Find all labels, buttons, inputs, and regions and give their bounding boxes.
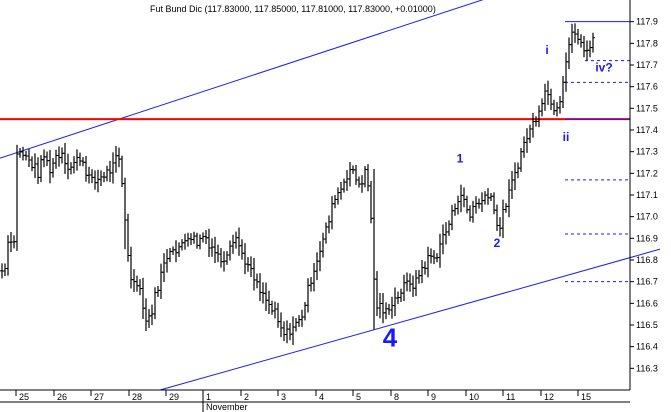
wave-label: iii bbox=[563, 0, 573, 3]
wave-label: 1 bbox=[457, 152, 464, 166]
wave-label: ii bbox=[563, 130, 570, 144]
x-tick-label: 5 bbox=[356, 392, 361, 402]
y-tick-label: 116.3 bbox=[636, 363, 658, 373]
x-tick-label: 10 bbox=[469, 392, 479, 402]
y-tick-label: 116.8 bbox=[636, 255, 658, 265]
y-tick-label: 117.1 bbox=[636, 190, 658, 200]
y-tick-label: 116.7 bbox=[636, 277, 658, 287]
y-tick-label: 117.3 bbox=[636, 147, 658, 157]
chart-title: Fut Bund Dic (117.83000, 117.85000, 117.… bbox=[150, 4, 436, 14]
y-tick-label: 116.5 bbox=[636, 320, 658, 330]
x-tick-label: 27 bbox=[94, 392, 104, 402]
y-tick-label: 116.6 bbox=[636, 298, 658, 308]
x-tick-label: 11 bbox=[506, 392, 515, 402]
y-tick-label: 117.2 bbox=[636, 168, 658, 178]
wave-labels: 12iiiiiiiv?3?4 bbox=[383, 0, 613, 353]
x-tick-label: 8 bbox=[394, 392, 399, 402]
x-tick-label: 25 bbox=[19, 392, 29, 402]
wave-label: 4 bbox=[383, 323, 398, 353]
price-bars bbox=[0, 23, 595, 345]
wave-label: 2 bbox=[494, 236, 501, 250]
upper-channel-line bbox=[0, 0, 484, 159]
x-tick-label: 15 bbox=[581, 392, 591, 402]
x-tick-label: 29 bbox=[169, 392, 179, 402]
y-tick-label: 117.0 bbox=[636, 212, 658, 222]
wave-label: i bbox=[545, 43, 548, 57]
y-tick-label: 116.9 bbox=[636, 233, 658, 243]
lower-channel-line bbox=[159, 248, 661, 391]
month-label: November bbox=[206, 402, 248, 412]
x-tick-label: 2 bbox=[244, 392, 249, 402]
y-tick-label: 117.4 bbox=[636, 125, 658, 135]
x-tick-label: 3 bbox=[281, 392, 286, 402]
x-tick-label: 26 bbox=[57, 392, 67, 402]
x-tick-label: 28 bbox=[132, 392, 142, 402]
dashed-levels bbox=[565, 60, 630, 283]
x-tick-label: 12 bbox=[544, 392, 554, 402]
trend-lines bbox=[0, 0, 661, 391]
x-tick-label: 9 bbox=[431, 392, 436, 402]
x-tick-label: 4 bbox=[319, 392, 324, 402]
y-tick-label: 117.5 bbox=[636, 103, 658, 113]
x-tick-label: 1 bbox=[206, 392, 211, 402]
y-tick-label: 117.6 bbox=[636, 82, 658, 92]
y-tick-label: 117.7 bbox=[636, 60, 658, 70]
wave-label: iv? bbox=[595, 61, 612, 75]
y-tick-label: 116.4 bbox=[636, 342, 658, 352]
y-tick-label: 117.8 bbox=[636, 38, 658, 48]
y-tick-label: 117.9 bbox=[636, 17, 658, 27]
